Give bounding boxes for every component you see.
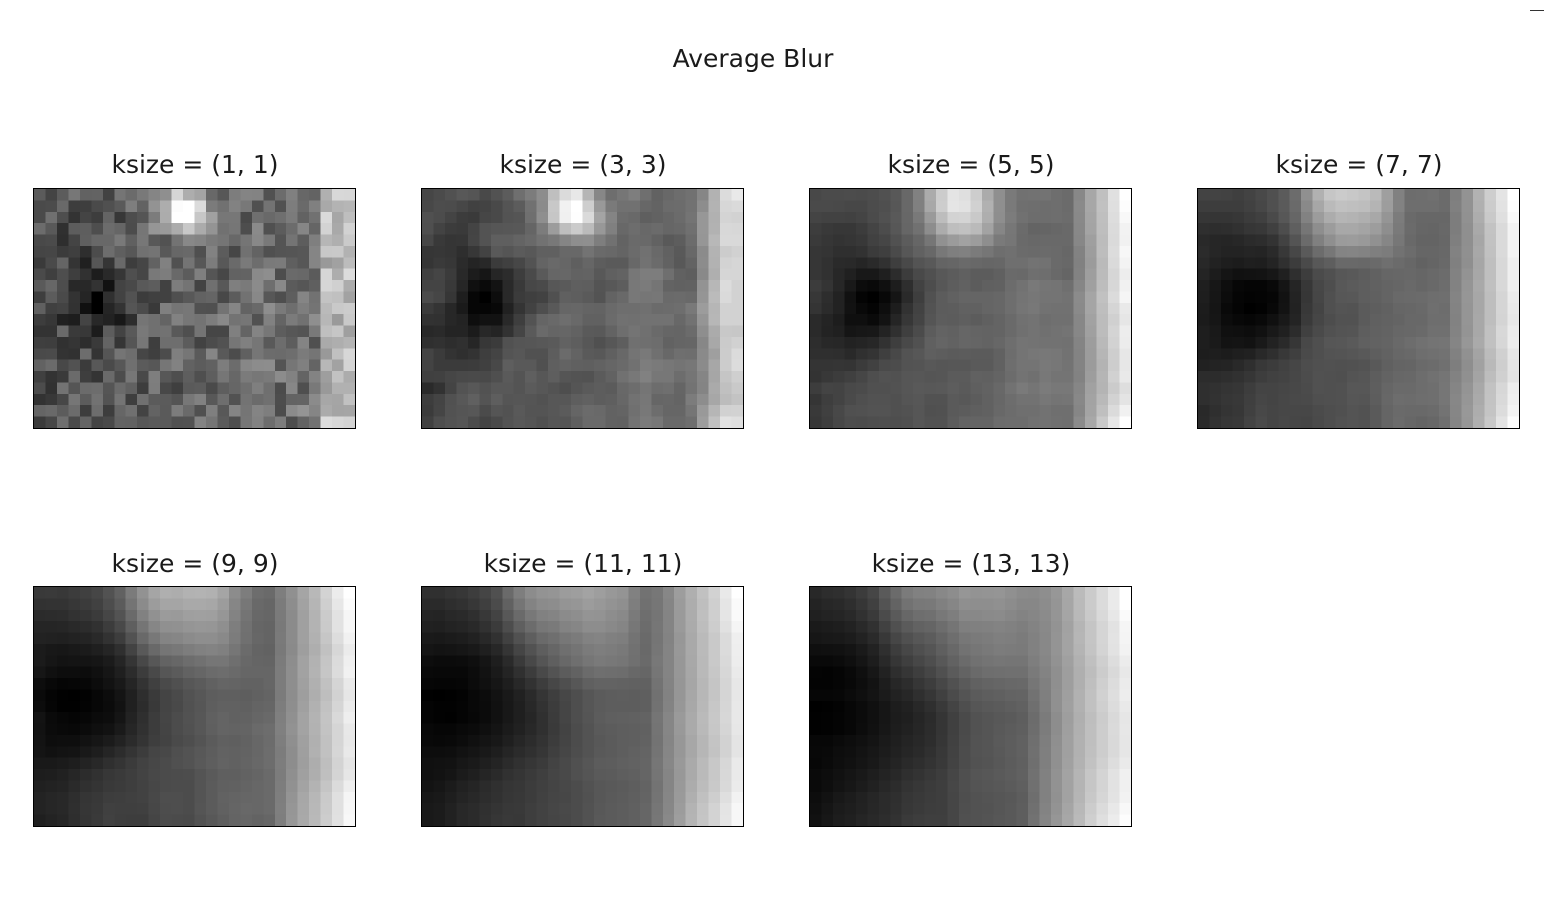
blur-image-3 [810, 189, 1131, 428]
window-edge-mark [1530, 10, 1544, 11]
blur-panel-7 [809, 586, 1132, 827]
panel-title-6: ksize = (11, 11) [483, 549, 683, 578]
panel-title-7: ksize = (13, 13) [871, 549, 1071, 578]
panel-title-5: ksize = (9, 9) [111, 549, 279, 578]
blur-image-4 [1198, 189, 1519, 428]
blur-image-7 [810, 587, 1131, 826]
blur-image-1 [34, 189, 355, 428]
blur-panel-5 [33, 586, 356, 827]
blur-image-6 [422, 587, 743, 826]
blur-image-5 [34, 587, 355, 826]
figure-title: Average Blur [672, 44, 834, 73]
panel-title-3: ksize = (5, 5) [887, 150, 1055, 179]
blur-image-2 [422, 189, 743, 428]
blur-panel-3 [809, 188, 1132, 429]
blur-panel-2 [421, 188, 744, 429]
panel-title-2: ksize = (3, 3) [499, 150, 667, 179]
blur-panel-1 [33, 188, 356, 429]
panel-title-4: ksize = (7, 7) [1275, 150, 1443, 179]
blur-panel-6 [421, 586, 744, 827]
blur-panel-4 [1197, 188, 1520, 429]
panel-title-1: ksize = (1, 1) [111, 150, 279, 179]
